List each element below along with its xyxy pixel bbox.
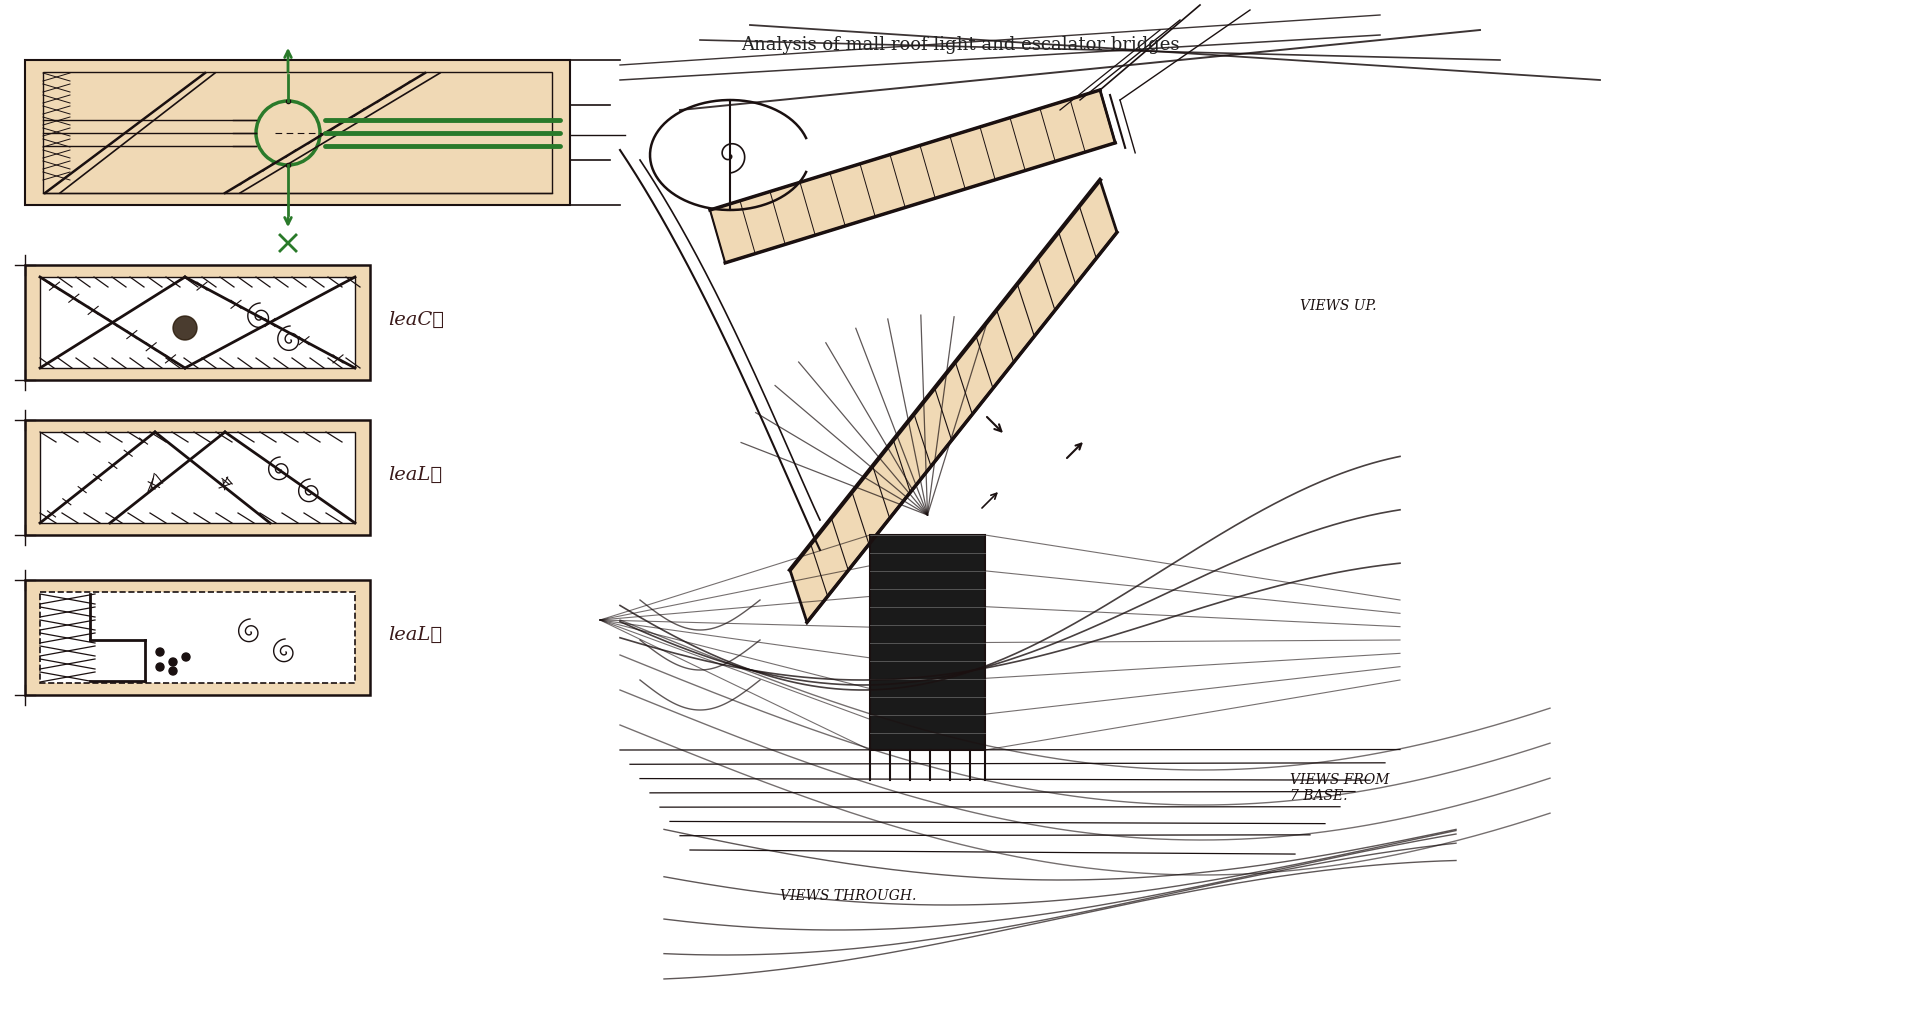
Text: leaL②: leaL②: [388, 466, 442, 484]
Polygon shape: [40, 432, 109, 523]
Polygon shape: [710, 90, 1116, 263]
Text: leaC①: leaC①: [388, 311, 444, 329]
Bar: [42, 72, 553, 193]
Text: leaL③: leaL③: [388, 626, 442, 644]
Polygon shape: [40, 594, 94, 681]
Bar: [25, 580, 371, 695]
Circle shape: [156, 663, 163, 671]
Polygon shape: [40, 277, 100, 368]
Circle shape: [182, 653, 190, 661]
Text: Analysis of mall roof light and escalator bridges: Analysis of mall roof light and escalato…: [741, 36, 1179, 54]
Circle shape: [169, 658, 177, 666]
Bar: [25, 420, 371, 535]
Bar: [40, 592, 355, 683]
Polygon shape: [184, 277, 355, 368]
Text: VIEWS UP.: VIEWS UP.: [1300, 299, 1377, 313]
Bar: [25, 60, 570, 205]
Circle shape: [169, 667, 177, 675]
Text: VIEWS FROM
7 BASE.: VIEWS FROM 7 BASE.: [1290, 772, 1390, 803]
Circle shape: [173, 316, 198, 340]
Bar: [25, 265, 371, 380]
Bar: [870, 535, 985, 750]
Polygon shape: [789, 180, 1117, 623]
Text: VIEWS THROUGH.: VIEWS THROUGH.: [780, 889, 916, 903]
Bar: [40, 277, 355, 368]
Bar: [40, 432, 355, 523]
Polygon shape: [156, 432, 225, 523]
Circle shape: [156, 648, 163, 656]
